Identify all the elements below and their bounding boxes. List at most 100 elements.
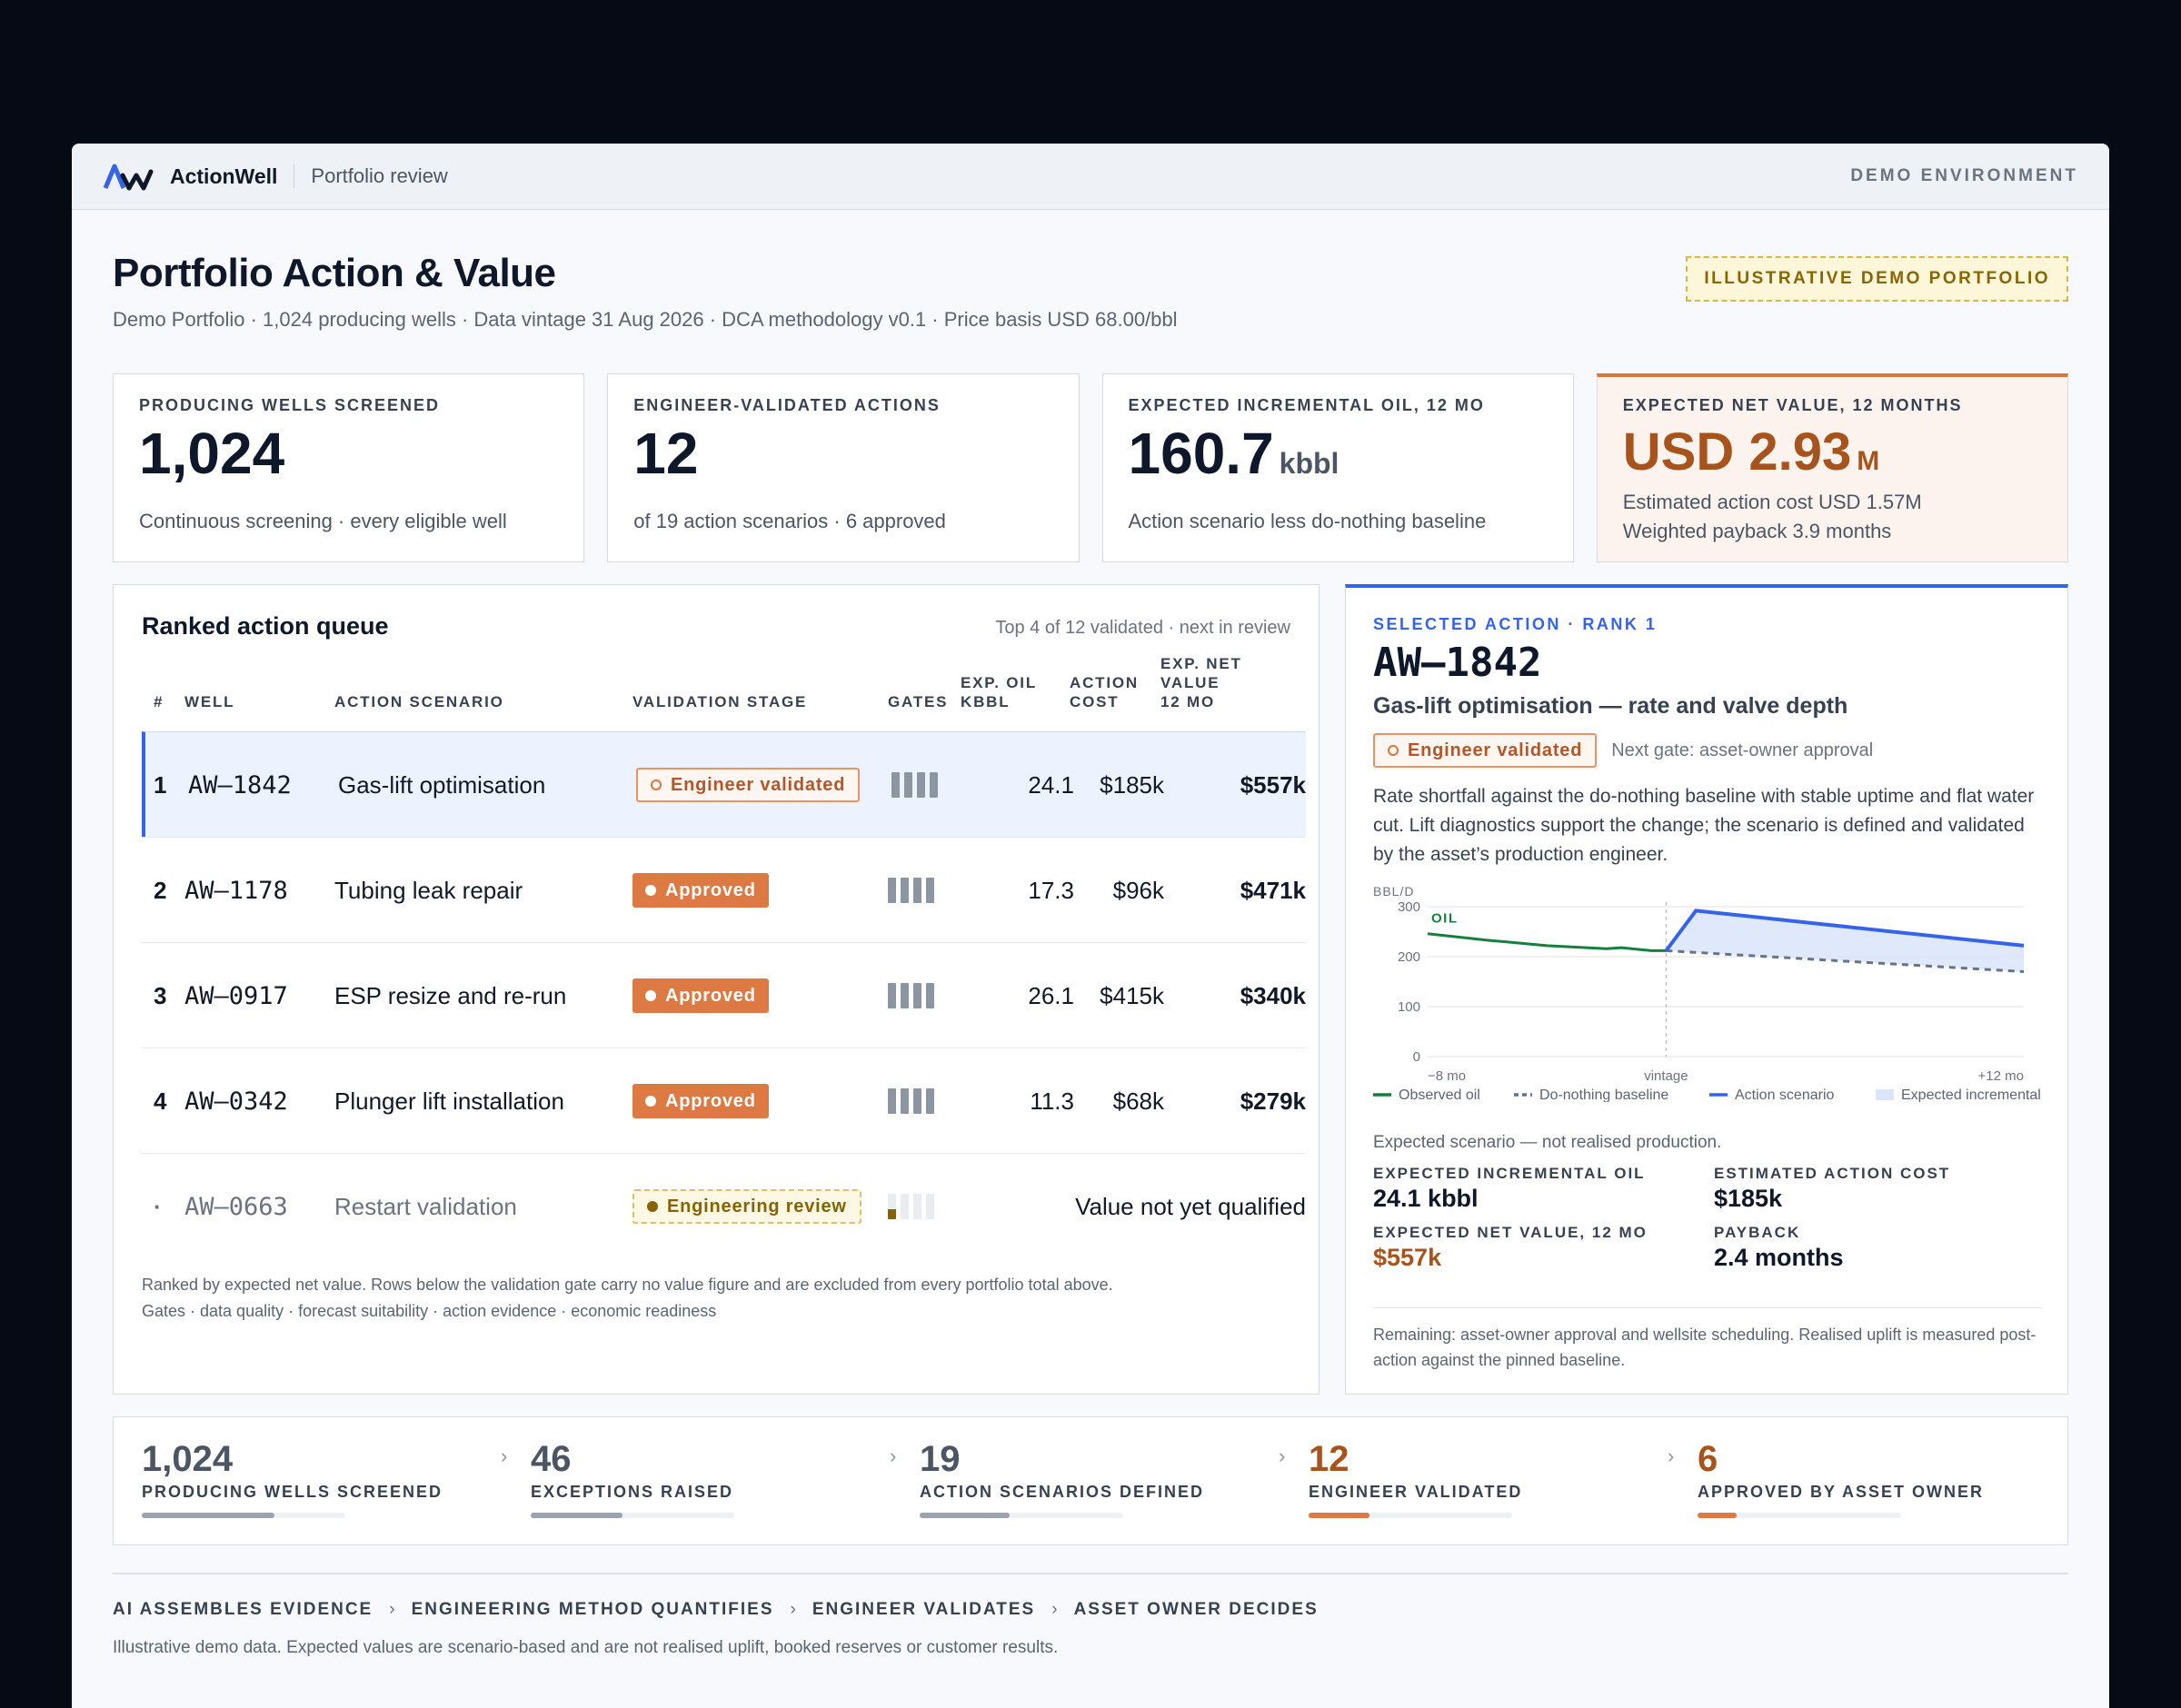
gate-bar-icon <box>901 878 909 903</box>
row-oil: 17.3 <box>1028 876 1074 904</box>
status-badge-label: Engineer validated <box>1408 740 1583 760</box>
gate-bar-icon <box>926 983 934 1008</box>
gate-bar-icon <box>901 983 909 1008</box>
row-cost: $68k <box>1112 1087 1164 1115</box>
chevron-right-icon: › <box>501 1445 508 1467</box>
stat-label: PAYBACK <box>1714 1224 1801 1241</box>
divider <box>113 1573 2068 1574</box>
col-header-stage[interactable]: VALIDATION STAGE <box>632 693 808 710</box>
brand-name[interactable]: ActionWell <box>170 164 278 188</box>
kpi-validated-actions: ENGINEER-VALIDATED ACTIONS 12 of 19 acti… <box>607 373 1080 562</box>
breadcrumb[interactable]: Portfolio review <box>311 164 448 187</box>
row-rank: 2 <box>154 876 167 904</box>
col-header-cost[interactable]: ACTION COST <box>1070 673 1139 711</box>
funnel-step-scenarios[interactable]: 19 ACTION SCENARIOS DEFINED <box>920 1441 1265 1518</box>
funnel-track <box>920 1513 1123 1518</box>
funnel-step-validated[interactable]: 12 ENGINEER VALIDATED <box>1309 1441 1654 1518</box>
funnel-label: APPROVED BY ASSET OWNER <box>1698 1483 1985 1501</box>
status-badge: Engineer validated <box>636 768 861 802</box>
col-header-gates[interactable]: GATES <box>888 693 949 710</box>
col-header-net[interactable]: EXP. NET VALUE 12 MO <box>1160 654 1242 711</box>
row-well[interactable]: AW–0663 <box>184 1192 288 1221</box>
gate-bar-icon <box>913 983 921 1008</box>
gate-bar-icon <box>913 878 921 903</box>
col-header-well[interactable]: WELL <box>184 693 235 710</box>
selected-footnote: Remaining: asset-owner approval and well… <box>1373 1326 2037 1369</box>
table-row[interactable]: 2 AW–1178 Tubing leak repair Approved 17… <box>142 837 1306 942</box>
kpi-note: Continuous screening · every eligible we… <box>139 510 507 532</box>
chevron-right-icon: › <box>1051 1600 1058 1619</box>
y-axis-label: BBL/D <box>1373 884 1414 899</box>
row-cost: $415k <box>1100 981 1164 1009</box>
legend-swatch <box>1876 1089 1894 1100</box>
kpi-net-value: EXPECTED NET VALUE, 12 MONTHS USD 2.93 M … <box>1596 373 2068 562</box>
funnel-track <box>1698 1513 1901 1518</box>
funnel-value: 19 <box>920 1439 961 1479</box>
row-net-value: $471k <box>1240 876 1306 904</box>
col-header-oil-line2: KBBL <box>961 693 1011 710</box>
col-header-scenario[interactable]: ACTION SCENARIO <box>334 693 504 710</box>
stat-incremental-oil: EXPECTED INCREMENTAL OIL 24.1 kbbl <box>1373 1165 1714 1213</box>
row-stage: Approved <box>632 838 769 943</box>
chart-caption: Expected scenario — not realised product… <box>1373 1133 1722 1152</box>
row-cost: $185k <box>1100 770 1164 799</box>
row-rank: 3 <box>154 981 167 1009</box>
queue-meta: Top 4 of 12 validated · next in review <box>995 618 1290 638</box>
status-dot-icon <box>645 885 656 896</box>
expected-incremental-area <box>1666 910 2024 972</box>
action-scenario-line <box>1664 909 2025 952</box>
queue-footnote: Ranked by expected net value. Rows below… <box>142 1272 1269 1325</box>
gate-bar-icon <box>926 1088 934 1114</box>
pipeline-step: ASSET OWNER DECIDES <box>1073 1600 1319 1619</box>
selected-stats: EXPECTED INCREMENTAL OIL 24.1 kbbl ESTIMA… <box>1373 1165 2042 1272</box>
row-rank: 4 <box>154 1087 167 1115</box>
row-gates <box>888 943 939 1048</box>
col-header-oil[interactable]: EXP. OIL KBBL <box>961 673 1037 711</box>
gate-bar-icon <box>917 772 925 798</box>
funnel-fill <box>1698 1513 1737 1518</box>
y-tick-label: 100 <box>1398 999 1420 1015</box>
actionwell-logo-icon[interactable] <box>103 161 154 192</box>
row-scenario: Tubing leak repair <box>334 876 523 904</box>
gate-bar-icon <box>888 1088 896 1114</box>
stat-label: EXPECTED INCREMENTAL OIL <box>1373 1165 1646 1182</box>
legend-label: Do-nothing baseline <box>1539 1087 1668 1102</box>
gate-bar-icon <box>926 878 934 903</box>
kpi-note: Estimated action cost USD 1.57M Weighted … <box>1623 488 2042 546</box>
kpi-row: PRODUCING WELLS SCREENED 1,024 Continuou… <box>113 373 2068 562</box>
kpi-value: 1,024 <box>139 421 285 486</box>
status-badge: Engineer validated <box>1373 733 1598 768</box>
pipeline-step: ENGINEER VALIDATES <box>812 1600 1036 1619</box>
col-header-oil-line1: EXP. OIL <box>961 674 1038 691</box>
kpi-value: 12 <box>633 421 699 486</box>
status-dot-icon <box>647 1201 658 1212</box>
table-row[interactable]: 4 AW–0342 Plunger lift installation Appr… <box>142 1048 1306 1153</box>
row-scenario: Plunger lift installation <box>334 1087 564 1115</box>
legend-label: Expected incremental <box>1901 1087 2041 1102</box>
stat-label: EXPECTED NET VALUE, 12 MO <box>1373 1224 1648 1241</box>
status-badge: Approved <box>632 978 769 1013</box>
status-badge: Approved <box>632 873 769 908</box>
row-well[interactable]: AW–0917 <box>184 981 288 1010</box>
gate-bar-icon <box>891 772 900 798</box>
row-well[interactable]: AW–1178 <box>184 876 288 905</box>
funnel-step-exceptions[interactable]: 46 EXCEPTIONS RAISED <box>531 1441 876 1518</box>
kpi-value: 160.7 <box>1128 421 1274 486</box>
kpi-note-payback: Weighted payback 3.9 months <box>1622 520 1892 542</box>
next-gate: Next gate: asset-owner approval <box>1611 740 1874 760</box>
status-dot-icon <box>645 990 656 1001</box>
selected-well-id: AW–1842 <box>1373 640 1542 686</box>
ranked-action-queue: Ranked action queue Top 4 of 12 validate… <box>113 584 1320 1395</box>
table-row-pending[interactable]: · AW–0663 Restart validation Engineering… <box>142 1153 1306 1258</box>
gate-bar-icon <box>888 983 896 1008</box>
x-tick-label: vintage <box>1644 1068 1688 1084</box>
row-well[interactable]: AW–1842 <box>188 770 292 799</box>
funnel-step-screened[interactable]: 1,024 PRODUCING WELLS SCREENED <box>142 1441 487 1518</box>
funnel-step-approved[interactable]: 6 APPROVED BY ASSET OWNER <box>1698 1441 2043 1518</box>
table-row[interactable]: 1 AW–1842 Gas-lift optimisation Engineer… <box>142 731 1306 837</box>
table-row[interactable]: 3 AW–0917 ESP resize and re-run Approved… <box>142 942 1306 1048</box>
page-title: Portfolio Action & Value <box>113 251 556 295</box>
row-well[interactable]: AW–0342 <box>184 1087 288 1116</box>
row-oil: 11.3 <box>1030 1087 1074 1115</box>
process-pipeline: AI ASSEMBLES EVIDENCE › ENGINEERING METH… <box>113 1600 1319 1620</box>
